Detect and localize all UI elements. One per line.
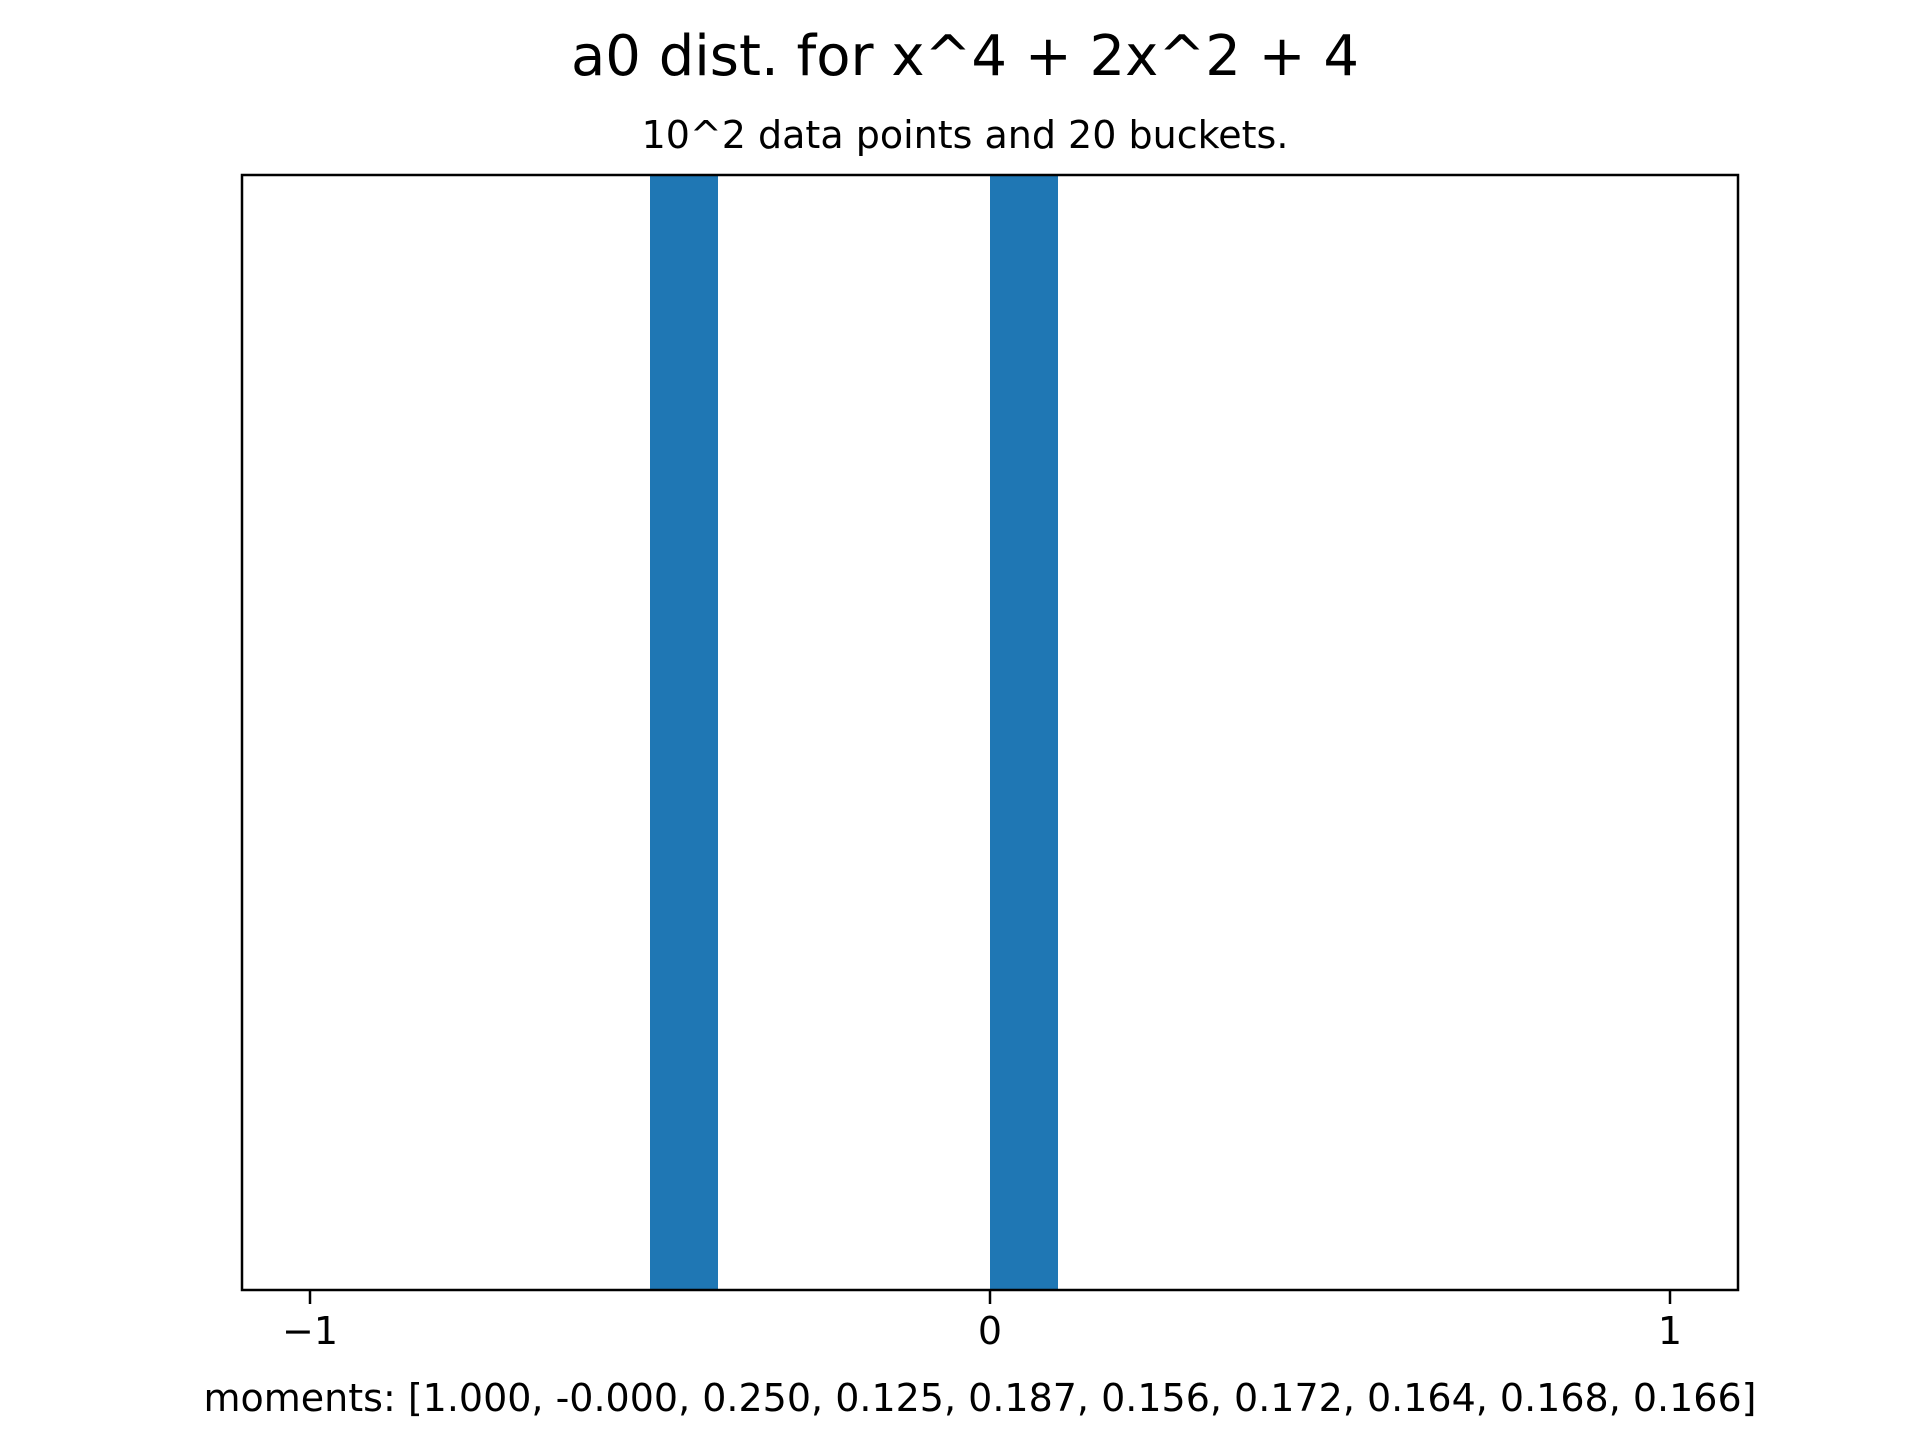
x-axis-ticks: −1 0 1 — [282, 1290, 1682, 1353]
x-tick-label: −1 — [282, 1309, 338, 1353]
histogram-bar-2 — [990, 175, 1058, 1290]
x-tick-label: 1 — [1658, 1309, 1682, 1353]
x-tick-label: 0 — [978, 1309, 1002, 1353]
chart-title: a0 dist. for x^4 + 2x^2 + 4 — [571, 24, 1359, 89]
x-axis-label: moments: [1.000, -0.000, 0.250, 0.125, 0… — [204, 1376, 1757, 1420]
chart-subtitle: 10^2 data points and 20 buckets. — [642, 113, 1289, 157]
bars-group — [650, 175, 1058, 1290]
histogram-bar-1 — [650, 175, 718, 1290]
